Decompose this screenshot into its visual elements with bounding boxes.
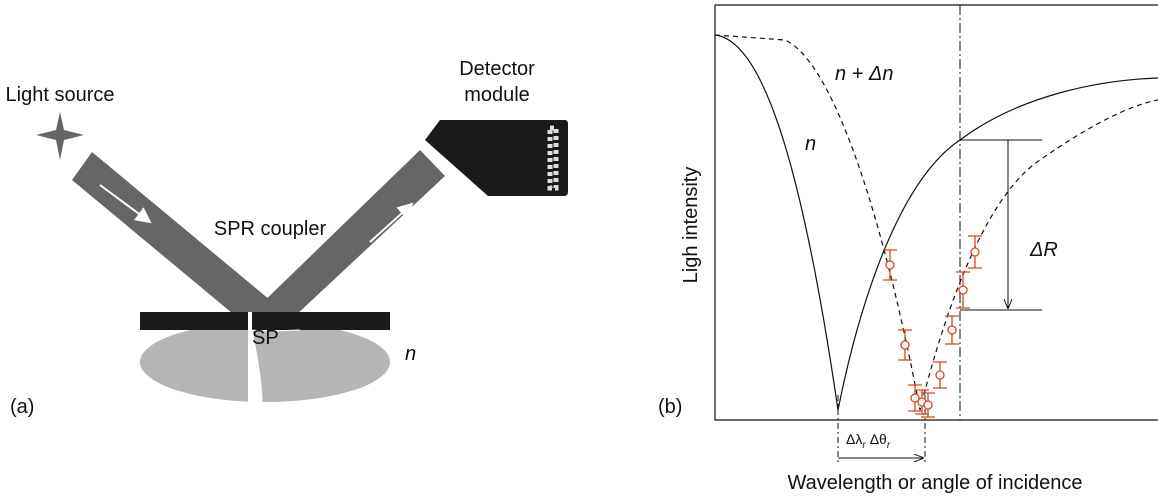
detector-label: Detector: [459, 58, 535, 80]
axes: [714, 4, 1158, 421]
metal-substrate: [140, 322, 390, 402]
panel-a: Light source Detector module SPR coupler…: [6, 58, 568, 418]
measurements: [883, 235, 982, 418]
panel-label: (b): [658, 396, 682, 418]
curve-label: n: [805, 133, 816, 155]
delta-r-guides: [960, 139, 1042, 311]
detector-module: [425, 120, 568, 196]
shift-sub: r: [862, 440, 866, 451]
curve-label: n + Δn: [835, 63, 893, 85]
sp-label: SP: [252, 327, 279, 349]
reflected-beam: [255, 150, 445, 330]
x-axis-label: Wavelength or angle of incidence: [788, 472, 1083, 494]
panel-label: (a): [10, 396, 34, 418]
sp-field: [251, 329, 301, 403]
coupler-label: SPR coupler: [214, 218, 327, 240]
arrow-out: [369, 202, 414, 243]
panel-b: [714, 4, 1158, 465]
medium-label: n: [405, 343, 416, 365]
shift-sub: r: [887, 440, 891, 451]
delta-r-label: ΔR: [1029, 239, 1058, 261]
shift-label: Δλr Δθr: [846, 431, 891, 451]
y-axis-label: Ligh intensity: [680, 167, 702, 284]
detector-label: module: [464, 84, 530, 106]
light-star: [36, 112, 84, 160]
coupler-plate: [140, 312, 390, 330]
light-source-label: Light source: [6, 84, 115, 106]
shift-text: Δλ: [846, 431, 862, 447]
divider: [248, 312, 252, 402]
curve-n: [714, 34, 1158, 411]
incident-beam: [72, 152, 270, 328]
panel-b-labels: n + Δn n ΔR Ligh intensity Wavelength or…: [658, 63, 1083, 494]
curve-n-dn: [714, 34, 1158, 411]
arrow-in: [99, 184, 152, 224]
shift-text: Δθ: [870, 431, 887, 447]
